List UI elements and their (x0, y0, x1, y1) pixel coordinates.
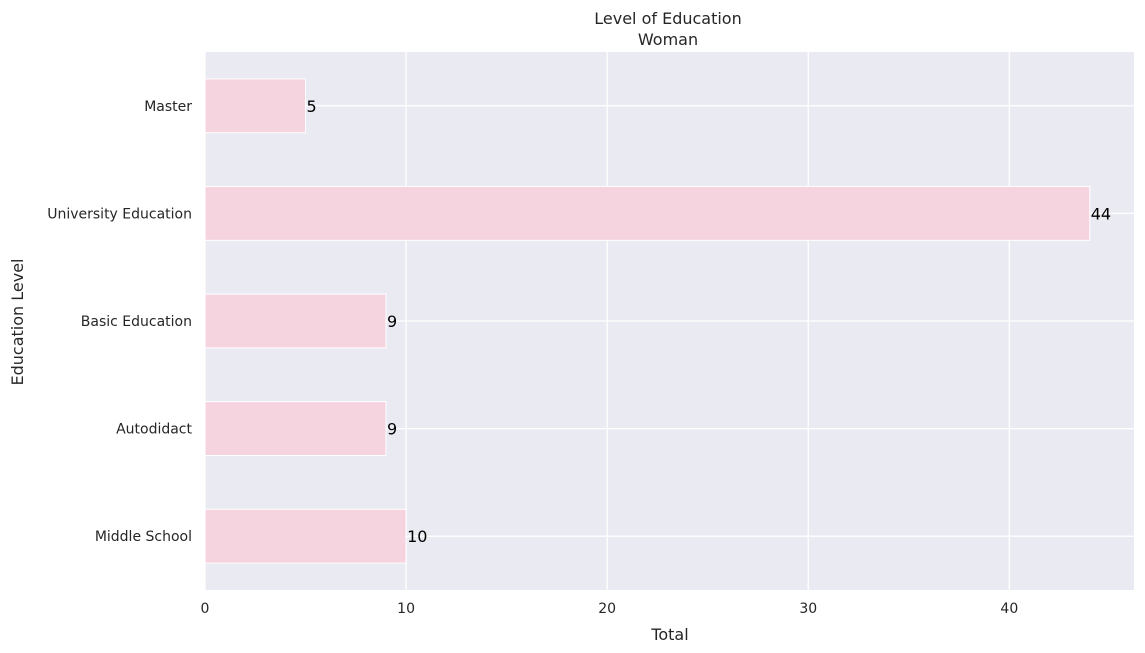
bar (204, 186, 1091, 241)
y-axis-label: Education Level (8, 259, 27, 386)
bar (204, 293, 387, 349)
bar (204, 78, 307, 134)
y-tick-label: University Education (47, 206, 192, 222)
chart-title: Level of Education (594, 9, 741, 28)
bar (204, 508, 407, 564)
y-tick-labels: Master University Education Basic Educatio… (47, 99, 192, 545)
y-tick-label: Autodidact (116, 422, 192, 438)
bar-value-label: 9 (387, 312, 397, 331)
x-tick-label: 10 (397, 601, 415, 617)
x-tick-label: 40 (1000, 601, 1018, 617)
bar-value-label: 5 (307, 97, 317, 116)
x-tick-label: 30 (799, 601, 817, 617)
y-tick-label: Middle School (95, 529, 192, 545)
bar-labels: 5 44 9 9 10 (307, 97, 1112, 546)
y-tick-label: Master (144, 99, 192, 115)
bar-value-label: 44 (1091, 204, 1111, 223)
bars (204, 78, 1091, 564)
chart-subtitle: Woman (638, 30, 698, 49)
bar-value-label: 9 (387, 420, 397, 439)
x-tick-label: 20 (598, 601, 616, 617)
x-axis-label: Total (650, 625, 688, 644)
bar (204, 401, 387, 457)
y-tick-label: Basic Education (81, 314, 192, 330)
x-tick-label: 0 (201, 601, 210, 617)
x-tick-labels: 0 10 20 30 40 (201, 601, 1019, 617)
bar-value-label: 10 (407, 527, 427, 546)
